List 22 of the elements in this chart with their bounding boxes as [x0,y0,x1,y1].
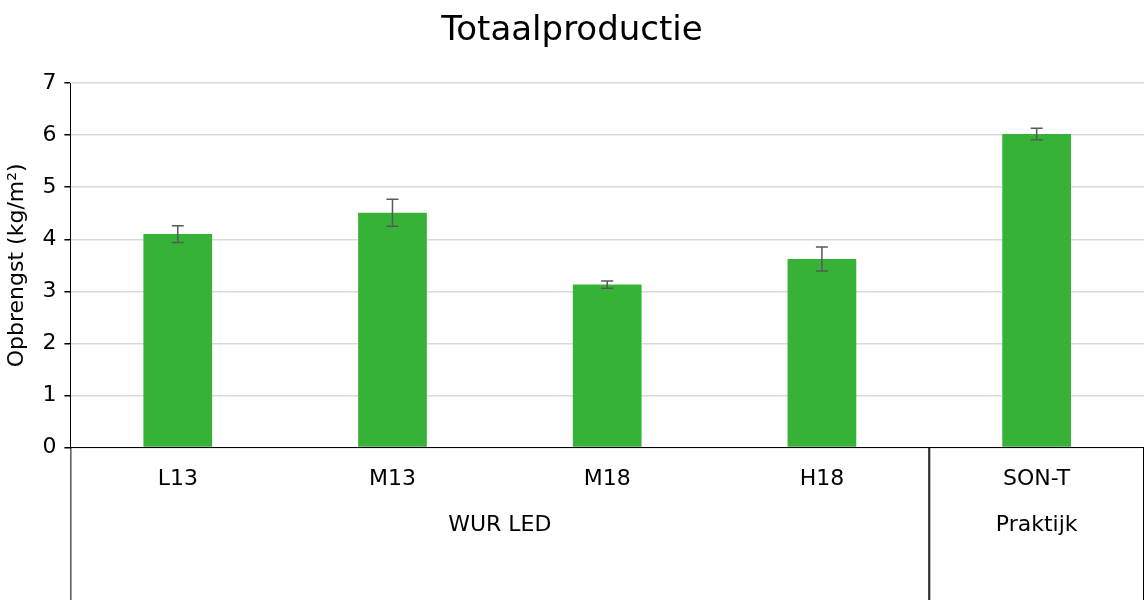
y-tick-label: 1 [42,381,57,407]
y-axis-title: Opbrengst (kg/m²) [2,163,28,368]
y-tick-label: 4 [42,224,57,250]
bar [143,234,213,447]
chart-title: Totaalproductie [440,8,704,48]
y-tick-label: 5 [42,172,57,198]
bar [1002,134,1071,447]
y-tick-label: 3 [42,277,57,303]
text: WUR LED [448,511,552,537]
x-tick-label: H18 [799,464,845,490]
y-tick-label: 0 [42,433,57,459]
y-tick-label: 7 [42,68,57,94]
x-tick-label: SON-T [1003,464,1071,490]
bar [787,259,857,447]
y-tick-label: 2 [42,329,57,355]
y-tick-label: 6 [42,120,57,146]
bar [358,212,427,447]
x-tick-label: M13 [368,464,416,490]
x-tick-label: M18 [583,464,631,490]
text: Praktijk [995,511,1078,537]
x-tick-label: L13 [157,464,198,490]
bar [572,284,642,447]
